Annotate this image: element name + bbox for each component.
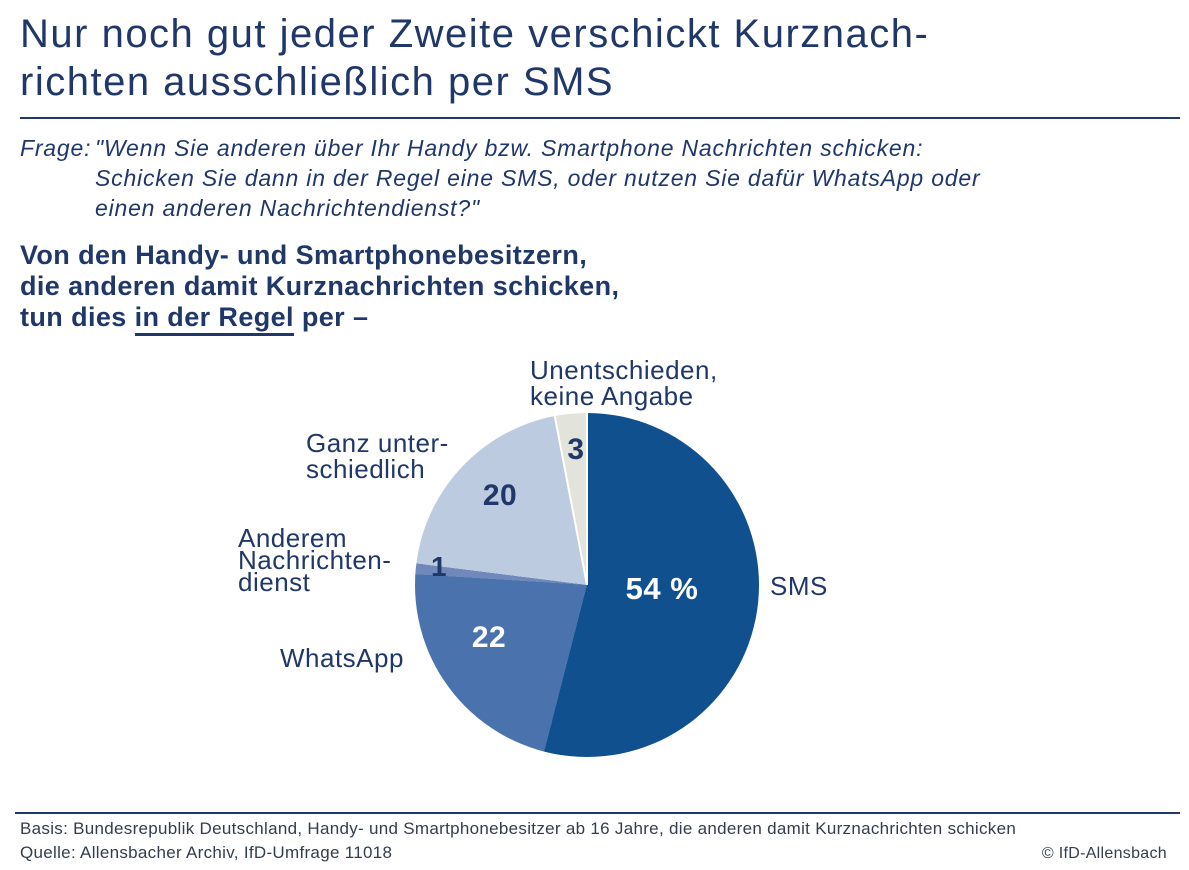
basis-text: Basis: Bundesrepublik Deutschland, Handy… [20, 819, 1017, 838]
callout-anderem-line-2: Nachrichten- [238, 545, 392, 575]
callout-unentschieden: Unentschieden, keine Angabe [530, 357, 718, 409]
callout-unentschieden-line-1: Unentschieden, [530, 355, 718, 385]
statement-line-3: tun dies in der Regel per – [20, 302, 619, 336]
callout-sms: SMS [770, 571, 828, 601]
quelle-text: Quelle: Allensbacher Archiv, IfD-Umfrage… [20, 843, 393, 862]
callout-unentschieden-line-2: keine Angabe [530, 381, 694, 411]
callout-ganz-line-2: schiedlich [306, 454, 426, 484]
slice-value-whatsapp: 22 [471, 621, 507, 654]
question-label: Frage: [20, 135, 92, 161]
question-line-2: Schicken Sie dann in der Regel eine SMS,… [95, 165, 981, 191]
pie-chart [415, 413, 759, 757]
question-line-1: "Wenn Sie anderen über Ihr Handy bzw. Sm… [95, 135, 924, 161]
page-title-line-1: Nur noch gut jeder Zweite verschickt Kur… [20, 12, 930, 56]
page-title: Nur noch gut jeder Zweite verschickt Kur… [20, 10, 929, 106]
slice-value-anderem-nachrichtendienst: 1 [430, 551, 448, 582]
slice-value-sms: 54 % [625, 571, 699, 606]
callout-anderem-line-1: Anderem [238, 523, 347, 553]
question-block: Frage: "Wenn Sie anderen über Ihr Handy … [20, 133, 980, 223]
callout-whatsapp: WhatsApp [280, 643, 404, 673]
question-text: "Wenn Sie anderen über Ihr Handy bzw. Sm… [95, 133, 980, 223]
callout-ganz-line-1: Ganz unter- [306, 428, 449, 458]
callout-ganz-unterschiedlich: Ganz unter- schiedlich [306, 430, 449, 482]
statement-line-3-pre: tun dies [20, 302, 135, 332]
pie-slice-separator [586, 413, 588, 585]
callout-anderem-nachrichtendienst: Anderem Nachrichten- dienst [238, 523, 392, 597]
callout-anderem-line-3: dienst [238, 567, 311, 597]
slice-value-unentschieden: 3 [567, 433, 585, 466]
slice-value-ganz-unterschiedlich: 20 [482, 479, 518, 512]
statement-underlined-phrase: in der Regel [134, 302, 294, 336]
question-line-3: einen anderen Nachrichtendienst?" [95, 195, 480, 221]
title-divider [20, 117, 1180, 119]
statement-line-2: die anderen damit Kurznachrichten schick… [20, 271, 620, 301]
statement-line-3-post: per – [293, 302, 369, 332]
copyright-text: © IfD-Allensbach [1041, 845, 1167, 862]
statement-block: Von den Handy- und Smartphonebesitzern, … [20, 240, 620, 336]
footer-divider [15, 812, 1180, 814]
page-title-line-2: richten ausschließlich per SMS [20, 60, 615, 104]
statement-line-1: Von den Handy- und Smartphonebesitzern, [20, 240, 588, 270]
